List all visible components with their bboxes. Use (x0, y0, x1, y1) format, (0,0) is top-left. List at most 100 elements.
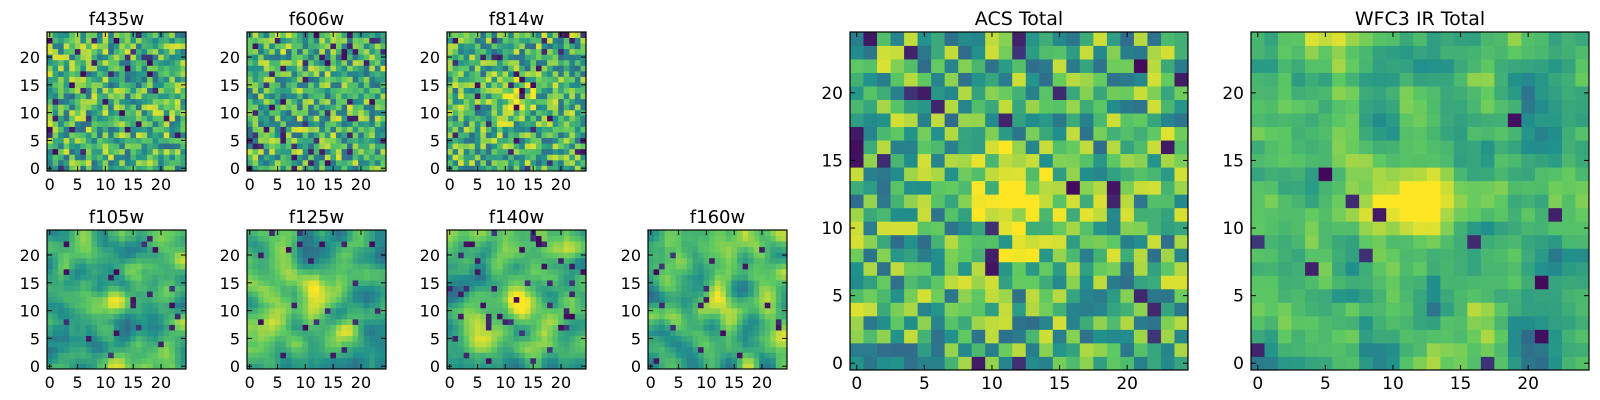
heatmap-cell (670, 268, 677, 275)
heatmap-cell (91, 235, 98, 242)
heatmap-cell (530, 280, 537, 286)
heatmap-cell (850, 315, 864, 330)
heatmap-cell (998, 356, 1013, 371)
heatmap-cell (748, 335, 755, 342)
heatmap-cell (563, 87, 570, 94)
heatmap-cell (69, 126, 76, 133)
heatmap-cell (369, 54, 376, 61)
heatmap-cell (247, 143, 253, 150)
heatmap-cell (247, 159, 253, 166)
heatmap-cell (252, 32, 259, 38)
heatmap-cell (347, 280, 354, 286)
heatmap-cell (291, 120, 298, 127)
heatmap-cell (47, 159, 53, 166)
heatmap-cell (541, 257, 548, 264)
heatmap-cell (341, 37, 348, 44)
heatmap-cell (736, 307, 743, 314)
heatmap-cell (753, 268, 760, 275)
heatmap-cell (141, 154, 148, 161)
heatmap-cell (653, 246, 660, 253)
heatmap-cell (135, 87, 142, 94)
heatmap-cell (458, 246, 465, 253)
heatmap-cell (274, 307, 281, 314)
heatmap-cell (491, 132, 498, 139)
heatmap-cell (280, 363, 287, 370)
heatmap-cell (458, 296, 465, 303)
heatmap-cell (681, 341, 688, 348)
heatmap-cell (324, 285, 331, 292)
heatmap-cell (291, 70, 298, 77)
heatmap-cell (670, 313, 677, 320)
heatmap-cell (686, 307, 693, 314)
heatmap-cell (302, 104, 309, 111)
heatmap-cell (770, 363, 777, 370)
heatmap-cell (152, 230, 159, 236)
heatmap-cell (681, 252, 688, 259)
heatmap-cell (463, 54, 470, 61)
heatmap-cell (302, 37, 309, 44)
heatmap-cell (519, 65, 526, 72)
heatmap-cell (291, 115, 298, 122)
heatmap-cell (736, 291, 743, 298)
heatmap-cell (74, 318, 81, 325)
heatmap-cell (91, 246, 98, 253)
x-tick-label: 20 (151, 373, 171, 392)
heatmap-cell (158, 335, 165, 342)
heatmap-cell (135, 341, 142, 348)
heatmap-cell (58, 357, 65, 364)
heatmap-cell (374, 154, 381, 161)
heatmap-cell (904, 329, 918, 344)
heatmap-cell (313, 241, 320, 248)
heatmap-cell (502, 109, 509, 116)
heatmap-cell (764, 257, 771, 264)
heatmap-cell (319, 37, 326, 44)
heatmap-cell (135, 357, 142, 364)
heatmap-cell (263, 132, 270, 139)
heatmap-cell (1039, 167, 1054, 182)
heatmap-cell (497, 87, 503, 94)
heatmap-cell (452, 241, 459, 248)
heatmap-cell (174, 230, 181, 236)
heatmap-cell (558, 148, 565, 155)
heatmap-cell (753, 302, 760, 309)
heatmap-cell (535, 335, 542, 342)
heatmap-cell (274, 285, 281, 292)
heatmap-cell (497, 352, 503, 359)
heatmap-cell (720, 235, 727, 242)
heatmap-cell (363, 280, 370, 286)
heatmap-cell (263, 43, 270, 50)
panel-title: f125w (289, 207, 344, 228)
heatmap-cell (574, 109, 581, 116)
heatmap-cell (877, 234, 891, 249)
heatmap-cell (285, 109, 292, 116)
heatmap-cell (341, 137, 348, 144)
heatmap-cell (280, 32, 287, 38)
heatmap-cell (352, 143, 359, 150)
heatmap-cell (74, 43, 81, 50)
heatmap-cell (85, 87, 92, 94)
heatmap-cell (374, 54, 381, 61)
heatmap-cell (135, 82, 142, 88)
heatmap-cell (285, 154, 292, 161)
heatmap-cell (124, 352, 131, 359)
heatmap-cell (692, 285, 699, 292)
heatmap-cell (147, 65, 154, 72)
heatmap-cell (252, 324, 259, 331)
heatmap-cell (291, 263, 298, 270)
heatmap-cell (91, 318, 98, 325)
heatmap-cell (319, 307, 326, 314)
heatmap-cell (485, 159, 492, 166)
heatmap-cell (764, 235, 771, 242)
heatmap-cell (447, 43, 453, 50)
heatmap-cell (119, 54, 126, 61)
heatmap-cell (558, 109, 565, 116)
heatmap-cell (152, 82, 159, 88)
heatmap-cell (97, 104, 103, 111)
heatmap-cell (74, 159, 81, 166)
heatmap-cell (108, 54, 115, 61)
heatmap-cell (263, 268, 270, 275)
heatmap-cell (1012, 275, 1027, 290)
heatmap-cell (703, 324, 710, 331)
heatmap-cell (731, 330, 738, 337)
heatmap-cell (297, 268, 303, 275)
